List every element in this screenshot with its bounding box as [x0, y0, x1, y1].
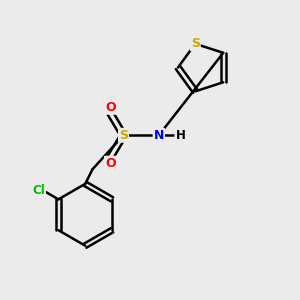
Text: N: N — [154, 129, 164, 142]
Text: S: S — [191, 37, 200, 50]
Text: O: O — [105, 101, 116, 114]
Text: H: H — [176, 129, 185, 142]
Text: O: O — [105, 157, 116, 170]
Text: Cl: Cl — [32, 184, 45, 197]
Text: S: S — [119, 129, 128, 142]
